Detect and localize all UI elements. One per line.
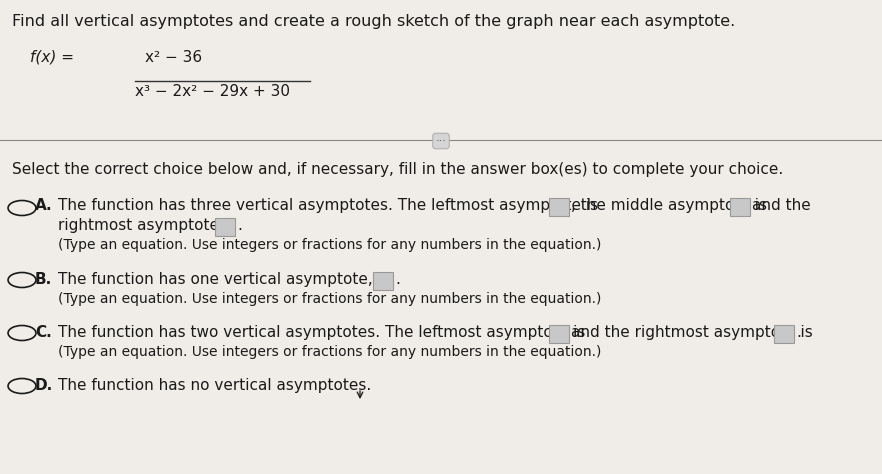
- Text: .: .: [395, 272, 400, 287]
- Text: (Type an equation. Use integers or fractions for any numbers in the equation.): (Type an equation. Use integers or fract…: [58, 345, 602, 359]
- Text: rightmost asymptote is: rightmost asymptote is: [58, 218, 236, 233]
- Text: .: .: [237, 218, 242, 233]
- Text: .: .: [796, 325, 801, 340]
- Text: C.: C.: [35, 325, 52, 340]
- Text: The function has three vertical asymptotes. The leftmost asymptote is: The function has three vertical asymptot…: [58, 198, 598, 213]
- Text: D.: D.: [35, 378, 53, 393]
- Text: , the middle asymptote is: , the middle asymptote is: [571, 198, 767, 213]
- Text: B.: B.: [35, 272, 52, 287]
- Text: (Type an equation. Use integers or fractions for any numbers in the equation.): (Type an equation. Use integers or fract…: [58, 238, 602, 252]
- Text: The function has no vertical asymptotes.: The function has no vertical asymptotes.: [58, 378, 371, 393]
- Text: (Type an equation. Use integers or fractions for any numbers in the equation.): (Type an equation. Use integers or fract…: [58, 292, 602, 306]
- Text: The function has one vertical asymptote,: The function has one vertical asymptote,: [58, 272, 373, 287]
- Text: A.: A.: [35, 198, 53, 213]
- Text: f(x) =: f(x) =: [30, 50, 74, 65]
- Text: Select the correct choice below and, if necessary, fill in the answer box(es) to: Select the correct choice below and, if …: [12, 162, 783, 177]
- Text: and the rightmost asymptote is: and the rightmost asymptote is: [571, 325, 812, 340]
- Text: and the: and the: [752, 198, 811, 213]
- Text: x² − 36: x² − 36: [145, 50, 202, 65]
- Text: The function has two vertical asymptotes. The leftmost asymptote is: The function has two vertical asymptotes…: [58, 325, 586, 340]
- Text: x³ − 2x² − 29x + 30: x³ − 2x² − 29x + 30: [135, 84, 290, 99]
- Text: ···: ···: [436, 136, 446, 146]
- Text: Find all vertical asymptotes and create a rough sketch of the graph near each as: Find all vertical asymptotes and create …: [12, 14, 736, 29]
